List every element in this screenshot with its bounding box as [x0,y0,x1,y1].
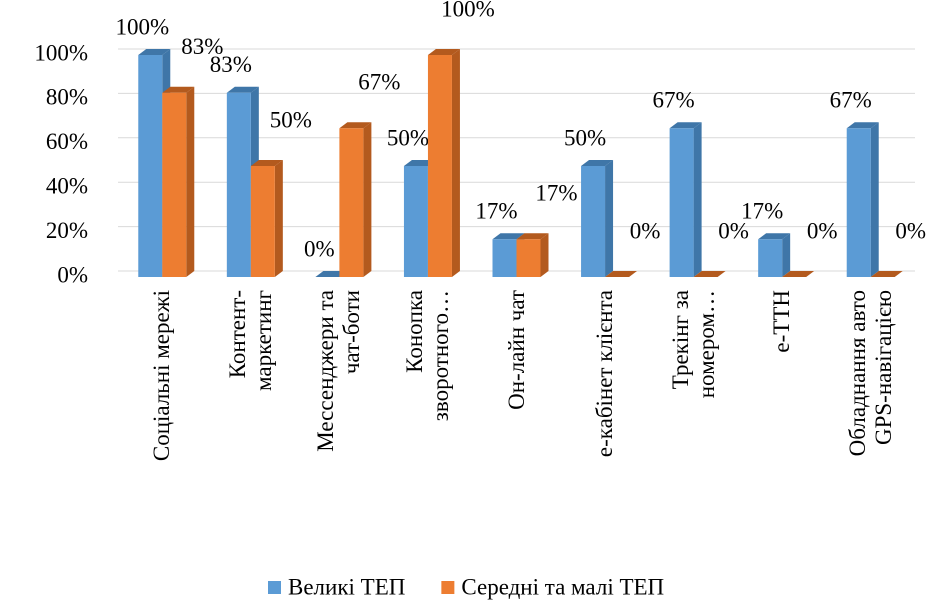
data-label: 67% [653,88,695,113]
bar-face [427,49,460,55]
bar-face [693,271,726,277]
legend-label: Середні та малі ТЕП [461,574,664,599]
bar-face [693,122,702,277]
data-label: 0% [630,218,661,243]
bar-face [782,271,815,277]
x-tick-label: е-кабінет клієнта [592,290,618,458]
bar-face [846,128,871,277]
bar-face [516,239,541,277]
x-tick-label: Трекінг за номером… [667,290,719,399]
data-label: 83% [181,34,223,59]
legend-label: Великі ТЕП [288,574,405,599]
y-tick-label: 40% [46,173,88,198]
data-label: 83% [210,52,252,77]
bar-face [605,160,614,277]
bar [581,160,614,277]
bar-face [226,92,251,278]
bar-face [669,128,694,277]
bar-face [846,122,879,129]
data-label: 0% [304,236,335,261]
data-label: 67% [830,88,872,113]
data-label: 67% [358,70,400,95]
bar-face [186,86,195,278]
data-label: 100% [441,0,495,21]
y-tick-label: 0% [57,262,88,287]
data-label: 0% [895,218,926,243]
bar [516,233,549,277]
bar [758,233,791,277]
legend-swatch [268,581,281,594]
bar-face [782,233,791,277]
x-tick-label: Он-лайн чат [503,290,529,410]
legend-swatch [441,581,455,594]
bar [250,160,283,277]
bar [605,271,638,277]
data-label: 17% [741,199,783,224]
x-tick-label: Конопка зворотного… [401,290,453,422]
bar-face [758,239,783,277]
bar-face [162,86,195,93]
bar [669,122,702,277]
bar-face [581,160,614,166]
y-tick-label: 100% [34,40,88,65]
bar-face [870,122,879,277]
bar [693,271,726,277]
x-tick-label: Контент- маркетинг [224,290,276,392]
bar-face [162,92,187,278]
data-label: 17% [535,181,577,206]
bar-face [363,122,372,277]
data-label: 50% [387,125,429,150]
bar-face [138,49,171,55]
bar [162,86,195,278]
bar-face [758,233,791,240]
y-tick-label: 60% [46,129,88,154]
bar-face [451,49,460,277]
bar-face [138,55,163,277]
bar-face [605,271,638,277]
bar-face [403,166,428,277]
bar-face [339,122,372,129]
bar-face [274,160,283,277]
bar [782,271,815,277]
y-tick-label: 80% [46,85,88,110]
bar-face [339,128,364,277]
bar-face [427,55,452,277]
bar-face [870,271,903,277]
data-label: 50% [564,125,606,150]
bar-face [540,233,549,277]
bar-face [669,122,702,129]
x-tick-label: Соціальні мережі [149,290,175,462]
x-tick-label: Обладнання авто GPS-навігацією [844,290,896,457]
data-label: 17% [475,199,517,224]
data-label: 0% [807,218,838,243]
bar-face [581,166,606,277]
bar-face [492,239,517,277]
bar [339,122,372,277]
bar-face [516,233,549,240]
data-label: 100% [115,14,169,39]
data-label: 50% [270,107,312,132]
bar-face [226,86,259,93]
x-tick-label: е-ТТН [769,290,795,353]
y-tick-label: 20% [46,218,88,243]
bar [870,271,903,277]
bar [846,122,879,277]
bar [427,49,460,277]
bar-face [250,160,283,166]
bar-face [250,166,275,277]
bar-face [492,233,525,240]
x-tick-label: Мессенджери та чат-боти [313,290,365,452]
data-label: 0% [718,218,749,243]
